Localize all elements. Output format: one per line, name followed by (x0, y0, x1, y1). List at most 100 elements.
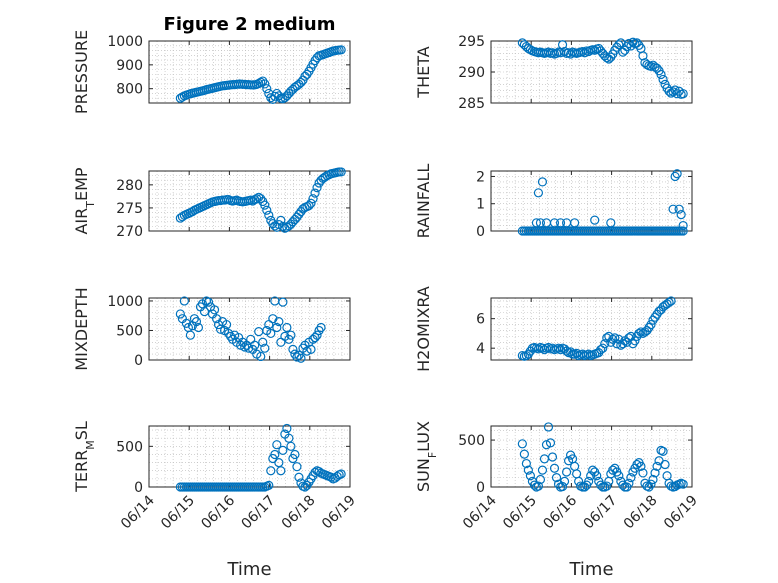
data-point (555, 218, 566, 228)
data-point (612, 339, 622, 349)
data-point (306, 198, 316, 208)
data-point (258, 76, 268, 86)
axes-box (148, 425, 351, 488)
x-axis-label: Time (568, 559, 613, 580)
data-point (678, 220, 688, 231)
data-point (672, 169, 682, 179)
data-point (610, 333, 620, 343)
data-point (614, 471, 624, 481)
subplot-pressure: 800 900 1000 PRESSURE Figure 2 medium (72, 14, 351, 114)
data-point (624, 478, 634, 488)
data-point (644, 322, 654, 333)
data-point (676, 210, 686, 220)
data-point (523, 465, 533, 475)
data-point (636, 327, 646, 337)
y-tick-label: 285 (458, 96, 485, 112)
data-point (179, 296, 189, 306)
data-point (276, 215, 286, 225)
data-point (290, 349, 300, 359)
data-point (296, 353, 306, 363)
axes-box (490, 170, 693, 232)
data-point (646, 61, 656, 72)
data-point (549, 463, 560, 473)
data-point (535, 218, 546, 228)
data-point (262, 205, 272, 215)
data-point (646, 479, 656, 489)
y-axis-label: MIXDEPTH (72, 287, 91, 370)
data-point (521, 458, 531, 469)
data-point (290, 449, 300, 460)
data-point (517, 439, 527, 449)
data-point (561, 467, 572, 477)
data-point (553, 343, 564, 353)
data-point (658, 74, 668, 85)
subplot-air-temp: 270 275 280 AIRTEMP (72, 167, 351, 240)
axes-box (148, 170, 351, 232)
data-point (551, 473, 562, 483)
data-point (590, 215, 600, 225)
data-point (260, 343, 270, 353)
data-point (272, 440, 282, 450)
y-tick-label: 270 (116, 224, 143, 240)
y-tick-label: 4 (476, 341, 485, 357)
y-tick-label: 0 (134, 480, 143, 496)
data-point (664, 86, 674, 96)
data-point (294, 472, 304, 482)
y-tick-label: 2 (476, 169, 485, 185)
data-point (199, 306, 210, 317)
data-point (256, 194, 266, 204)
data-point (559, 476, 570, 486)
y-tick-label: 0 (476, 480, 485, 496)
data-point (292, 462, 302, 472)
data-point (519, 449, 529, 459)
data-point (209, 305, 220, 315)
y-axis-label: TERRMSL (72, 421, 97, 493)
y-tick-label: 900 (116, 58, 143, 74)
data-point (312, 183, 322, 193)
data-point (294, 350, 304, 360)
data-point (270, 91, 280, 101)
data-point (531, 218, 542, 228)
y-tick-label: 800 (116, 82, 143, 98)
data-point (260, 200, 270, 210)
data-point (270, 449, 280, 460)
data-point (549, 218, 560, 228)
data-point (543, 422, 554, 432)
data-point (175, 309, 185, 319)
data-point (668, 204, 678, 214)
data-point (258, 337, 268, 347)
y-tick-label: 500 (116, 323, 143, 339)
y-tick-label: 275 (116, 201, 143, 217)
data-point (282, 423, 292, 434)
data-point (256, 351, 266, 362)
data-point (276, 466, 286, 476)
data-point (292, 352, 302, 362)
data-point (316, 322, 326, 333)
y-tick-label: 500 (116, 439, 143, 455)
data-point (278, 297, 288, 307)
y-axis-label: PRESSURE (72, 30, 91, 114)
y-tick-label: 1 (476, 197, 485, 213)
subplot-mixdepth: 0 500 1000 MIXDEPTH (72, 287, 351, 371)
data-point (310, 332, 320, 343)
y-tick-label: 1000 (107, 294, 143, 310)
data-point (250, 340, 260, 350)
y-tick-label: 6 (476, 312, 485, 328)
data-point (545, 438, 556, 448)
data-point (264, 480, 274, 490)
data-point (602, 481, 612, 491)
data-point (572, 348, 582, 358)
y-tick-label: 290 (458, 65, 485, 81)
data-point (626, 473, 636, 483)
data-point (282, 322, 292, 333)
axes-box (148, 297, 351, 361)
data-point (670, 171, 680, 182)
data-point (203, 297, 214, 307)
data-point (600, 339, 610, 349)
data-point (638, 51, 648, 61)
y-axis-label: AIRTEMP (72, 167, 97, 234)
data-point (678, 89, 688, 99)
data-point (584, 476, 594, 486)
data-point (252, 194, 262, 204)
